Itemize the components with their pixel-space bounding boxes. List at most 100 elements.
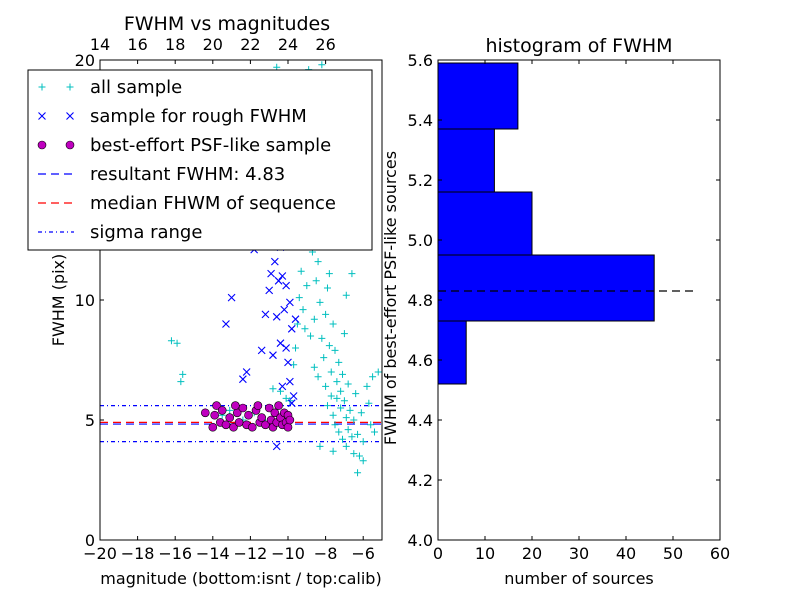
point-x bbox=[276, 339, 285, 348]
point-circle bbox=[231, 401, 240, 410]
point-x bbox=[280, 305, 289, 314]
point-plus bbox=[365, 399, 373, 407]
point-plus bbox=[226, 406, 234, 414]
point-x bbox=[278, 382, 287, 391]
legend-box bbox=[27, 69, 373, 251]
point-x bbox=[227, 293, 236, 302]
point-circle bbox=[244, 410, 253, 420]
point-plus bbox=[348, 270, 356, 278]
left-panel: −20−18−16−14−12−10−8−6 05101520 14161820… bbox=[27, 13, 383, 588]
histogram-bar bbox=[437, 254, 655, 322]
point-plus bbox=[344, 426, 352, 434]
right-y-axis-label: FWHM of best-effort PSF-like sources bbox=[381, 151, 400, 445]
point-circle bbox=[212, 401, 221, 410]
legend-entries: all sample sample for rough FWHM best-effo… bbox=[37, 77, 336, 243]
legend-label: all sample bbox=[90, 77, 182, 98]
point-plus bbox=[329, 411, 337, 419]
point-x bbox=[291, 315, 300, 324]
x-tick-label: 0 bbox=[433, 544, 443, 563]
point-x bbox=[238, 375, 247, 384]
point-plus bbox=[314, 258, 322, 266]
legend-marker bbox=[37, 140, 47, 150]
point-plus bbox=[363, 382, 371, 390]
legend-label: best-effort PSF-like sample bbox=[90, 135, 331, 156]
point-plus bbox=[312, 277, 320, 285]
left-x-axis-label: magnitude (bottom:isnt / top:calib) bbox=[100, 569, 381, 588]
x-tick-label: −18 bbox=[121, 544, 155, 563]
point-circle bbox=[208, 422, 218, 432]
legend-marker bbox=[38, 83, 46, 91]
point-circle bbox=[283, 422, 293, 432]
legend-label: resultant FWHM: 4.83 bbox=[90, 164, 285, 185]
y-tick-label: 4.8 bbox=[408, 291, 433, 310]
point-plus bbox=[303, 282, 311, 290]
y-tick-label: 10 bbox=[75, 291, 95, 310]
point-plus bbox=[325, 342, 333, 350]
left-y-axis-label: FWHM (pix) bbox=[49, 254, 68, 347]
y-tick-label: 5 bbox=[85, 411, 95, 430]
point-plus bbox=[316, 298, 324, 306]
legend-label: sigma range bbox=[90, 222, 202, 243]
right-panel: 0 10 20 30 40 50 60 4.0 4.2 4.4 4.6 4.8 5.0 5.2 5.4 5.… bbox=[381, 35, 730, 588]
point-plus bbox=[348, 433, 356, 441]
point-plus bbox=[374, 368, 382, 376]
point-x bbox=[270, 257, 279, 266]
point-plus bbox=[342, 414, 350, 422]
point-circle bbox=[253, 401, 263, 410]
x-tick-label: 10 bbox=[475, 544, 495, 563]
point-plus bbox=[333, 394, 341, 402]
y-tick-label: 4.4 bbox=[408, 411, 433, 430]
point-circle bbox=[225, 413, 235, 422]
x-tick-label: −8 bbox=[314, 544, 338, 563]
point-plus bbox=[359, 438, 367, 446]
point-plus bbox=[352, 390, 360, 398]
point-plus bbox=[307, 332, 315, 340]
top-x-tick-label: 16 bbox=[127, 35, 147, 54]
point-plus bbox=[354, 430, 362, 438]
x-tick-label: −10 bbox=[271, 544, 305, 563]
point-circle bbox=[234, 418, 244, 427]
legend-entry: sigma range bbox=[38, 222, 202, 243]
point-x bbox=[285, 298, 294, 307]
top-x-tick-label: 18 bbox=[165, 35, 185, 54]
point-circle bbox=[229, 422, 238, 432]
top-x-tick-label: 24 bbox=[278, 35, 298, 54]
point-plus bbox=[339, 370, 347, 378]
point-plus bbox=[370, 428, 378, 436]
point-plus bbox=[310, 363, 318, 371]
point-plus bbox=[297, 267, 305, 275]
x-tick-label: −14 bbox=[196, 544, 230, 563]
y-tick-label: 5.2 bbox=[408, 171, 433, 190]
point-circle bbox=[264, 403, 274, 413]
legend: all sample sample for rough FWHM best-effo… bbox=[27, 69, 373, 251]
point-x bbox=[267, 269, 275, 278]
point-plus bbox=[167, 337, 175, 345]
point-x bbox=[287, 324, 296, 333]
point-plus bbox=[320, 354, 328, 362]
point-plus bbox=[337, 387, 345, 395]
point-plus bbox=[369, 373, 377, 381]
point-circle bbox=[217, 406, 227, 415]
point-plus bbox=[269, 385, 277, 393]
y-tick-label: 5.0 bbox=[408, 231, 433, 250]
x-tick-label: 20 bbox=[522, 544, 542, 563]
x-tick-label: 40 bbox=[616, 544, 636, 563]
right-y-ticks: 4.0 4.2 4.4 4.6 4.8 5.0 5.2 5.4 5.6 bbox=[408, 51, 720, 550]
point-plus bbox=[301, 325, 309, 333]
y-tick-label: 4.0 bbox=[408, 531, 433, 550]
point-plus bbox=[179, 370, 187, 378]
point-plus bbox=[327, 392, 335, 400]
right-x-ticks: 0 10 20 30 40 50 60 bbox=[433, 60, 730, 563]
legend-marker bbox=[66, 112, 74, 120]
point-plus bbox=[318, 61, 326, 69]
point-plus bbox=[173, 339, 181, 347]
point-plus bbox=[350, 416, 358, 424]
point-x bbox=[282, 344, 291, 352]
point-plus bbox=[342, 291, 350, 299]
legend-marker bbox=[66, 83, 74, 91]
point-circle bbox=[270, 408, 280, 418]
point-plus bbox=[329, 320, 337, 328]
point-plus bbox=[359, 457, 367, 465]
x-tick-label: 60 bbox=[710, 544, 730, 563]
point-x bbox=[242, 368, 251, 376]
